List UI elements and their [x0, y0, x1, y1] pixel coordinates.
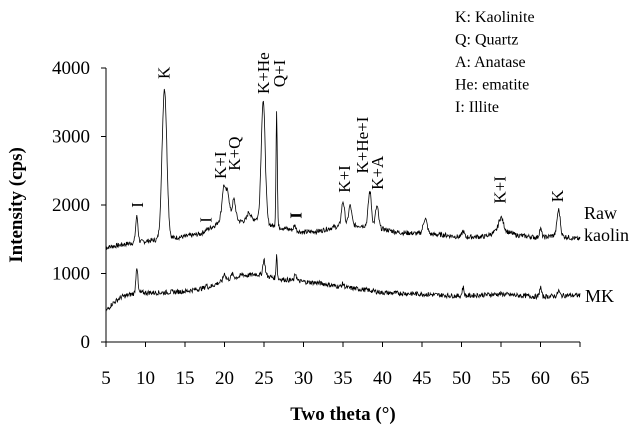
- x-tick-label: 55: [492, 368, 511, 389]
- x-tick-label: 50: [452, 368, 471, 389]
- peak-label: K+I: [335, 165, 354, 193]
- peak-label: K: [155, 66, 174, 79]
- peak-label: K+He: [254, 52, 273, 94]
- legend-entry: I: Illite: [455, 99, 499, 116]
- y-tick-label: 2000: [52, 195, 90, 216]
- peak-label: K+A: [368, 155, 387, 190]
- peak-label: K+He+I: [353, 116, 372, 173]
- series-line-mk: [105, 254, 581, 313]
- y-tick-label: 1000: [52, 264, 90, 285]
- peak-label: K+I: [490, 176, 509, 204]
- peak-label: I: [287, 212, 306, 219]
- axes: [105, 68, 580, 343]
- x-tick-label: 60: [531, 368, 550, 389]
- legend-entry: He: ematite: [455, 77, 529, 94]
- x-tick-label: 25: [255, 368, 274, 389]
- x-tick-label: 10: [136, 368, 155, 389]
- series-label-mk: MK: [585, 286, 614, 306]
- x-tick-label: 35: [334, 368, 353, 389]
- peak-label: I: [197, 217, 216, 223]
- series-label-raw-kaolin: Raw: [584, 203, 617, 223]
- x-tick-label: 5: [101, 368, 111, 389]
- legend: K: Kaolinite Q: Quartz A: Anatase He: emati…: [455, 9, 535, 116]
- legend-entry: A: Anatase: [455, 54, 526, 71]
- x-tick-label: 65: [571, 368, 590, 389]
- ticks: 5 10 15 20 25 30 35 40 45 50 55 60 65 0 1000 2000 3000 40…: [52, 58, 590, 389]
- peak-label: I: [128, 202, 147, 208]
- y-tick-label: 0: [81, 332, 91, 353]
- y-axis-title: Intensity (cps): [6, 147, 27, 263]
- peak-label: Q+I: [270, 59, 289, 87]
- x-tick-label: 15: [176, 368, 195, 389]
- x-tick-label: 40: [373, 368, 392, 389]
- y-tick-label: 4000: [52, 58, 90, 79]
- x-axis-title: Two theta (°): [290, 404, 395, 425]
- peak-label: K+Q: [225, 137, 244, 171]
- y-tick-label: 3000: [52, 127, 90, 148]
- x-tick-label: 45: [413, 368, 432, 389]
- series-layer: [105, 88, 581, 313]
- legend-entry: K: Kaolinite: [455, 9, 535, 26]
- x-tick-label: 30: [294, 368, 313, 389]
- series-line-raw-kaolin: [105, 88, 581, 250]
- peak-label: K: [548, 189, 567, 202]
- series-label-raw-kaolin: kaolin: [584, 225, 629, 245]
- legend-entry: Q: Quartz: [455, 32, 519, 49]
- peak-label: K+I: [211, 151, 230, 179]
- x-tick-label: 20: [215, 368, 234, 389]
